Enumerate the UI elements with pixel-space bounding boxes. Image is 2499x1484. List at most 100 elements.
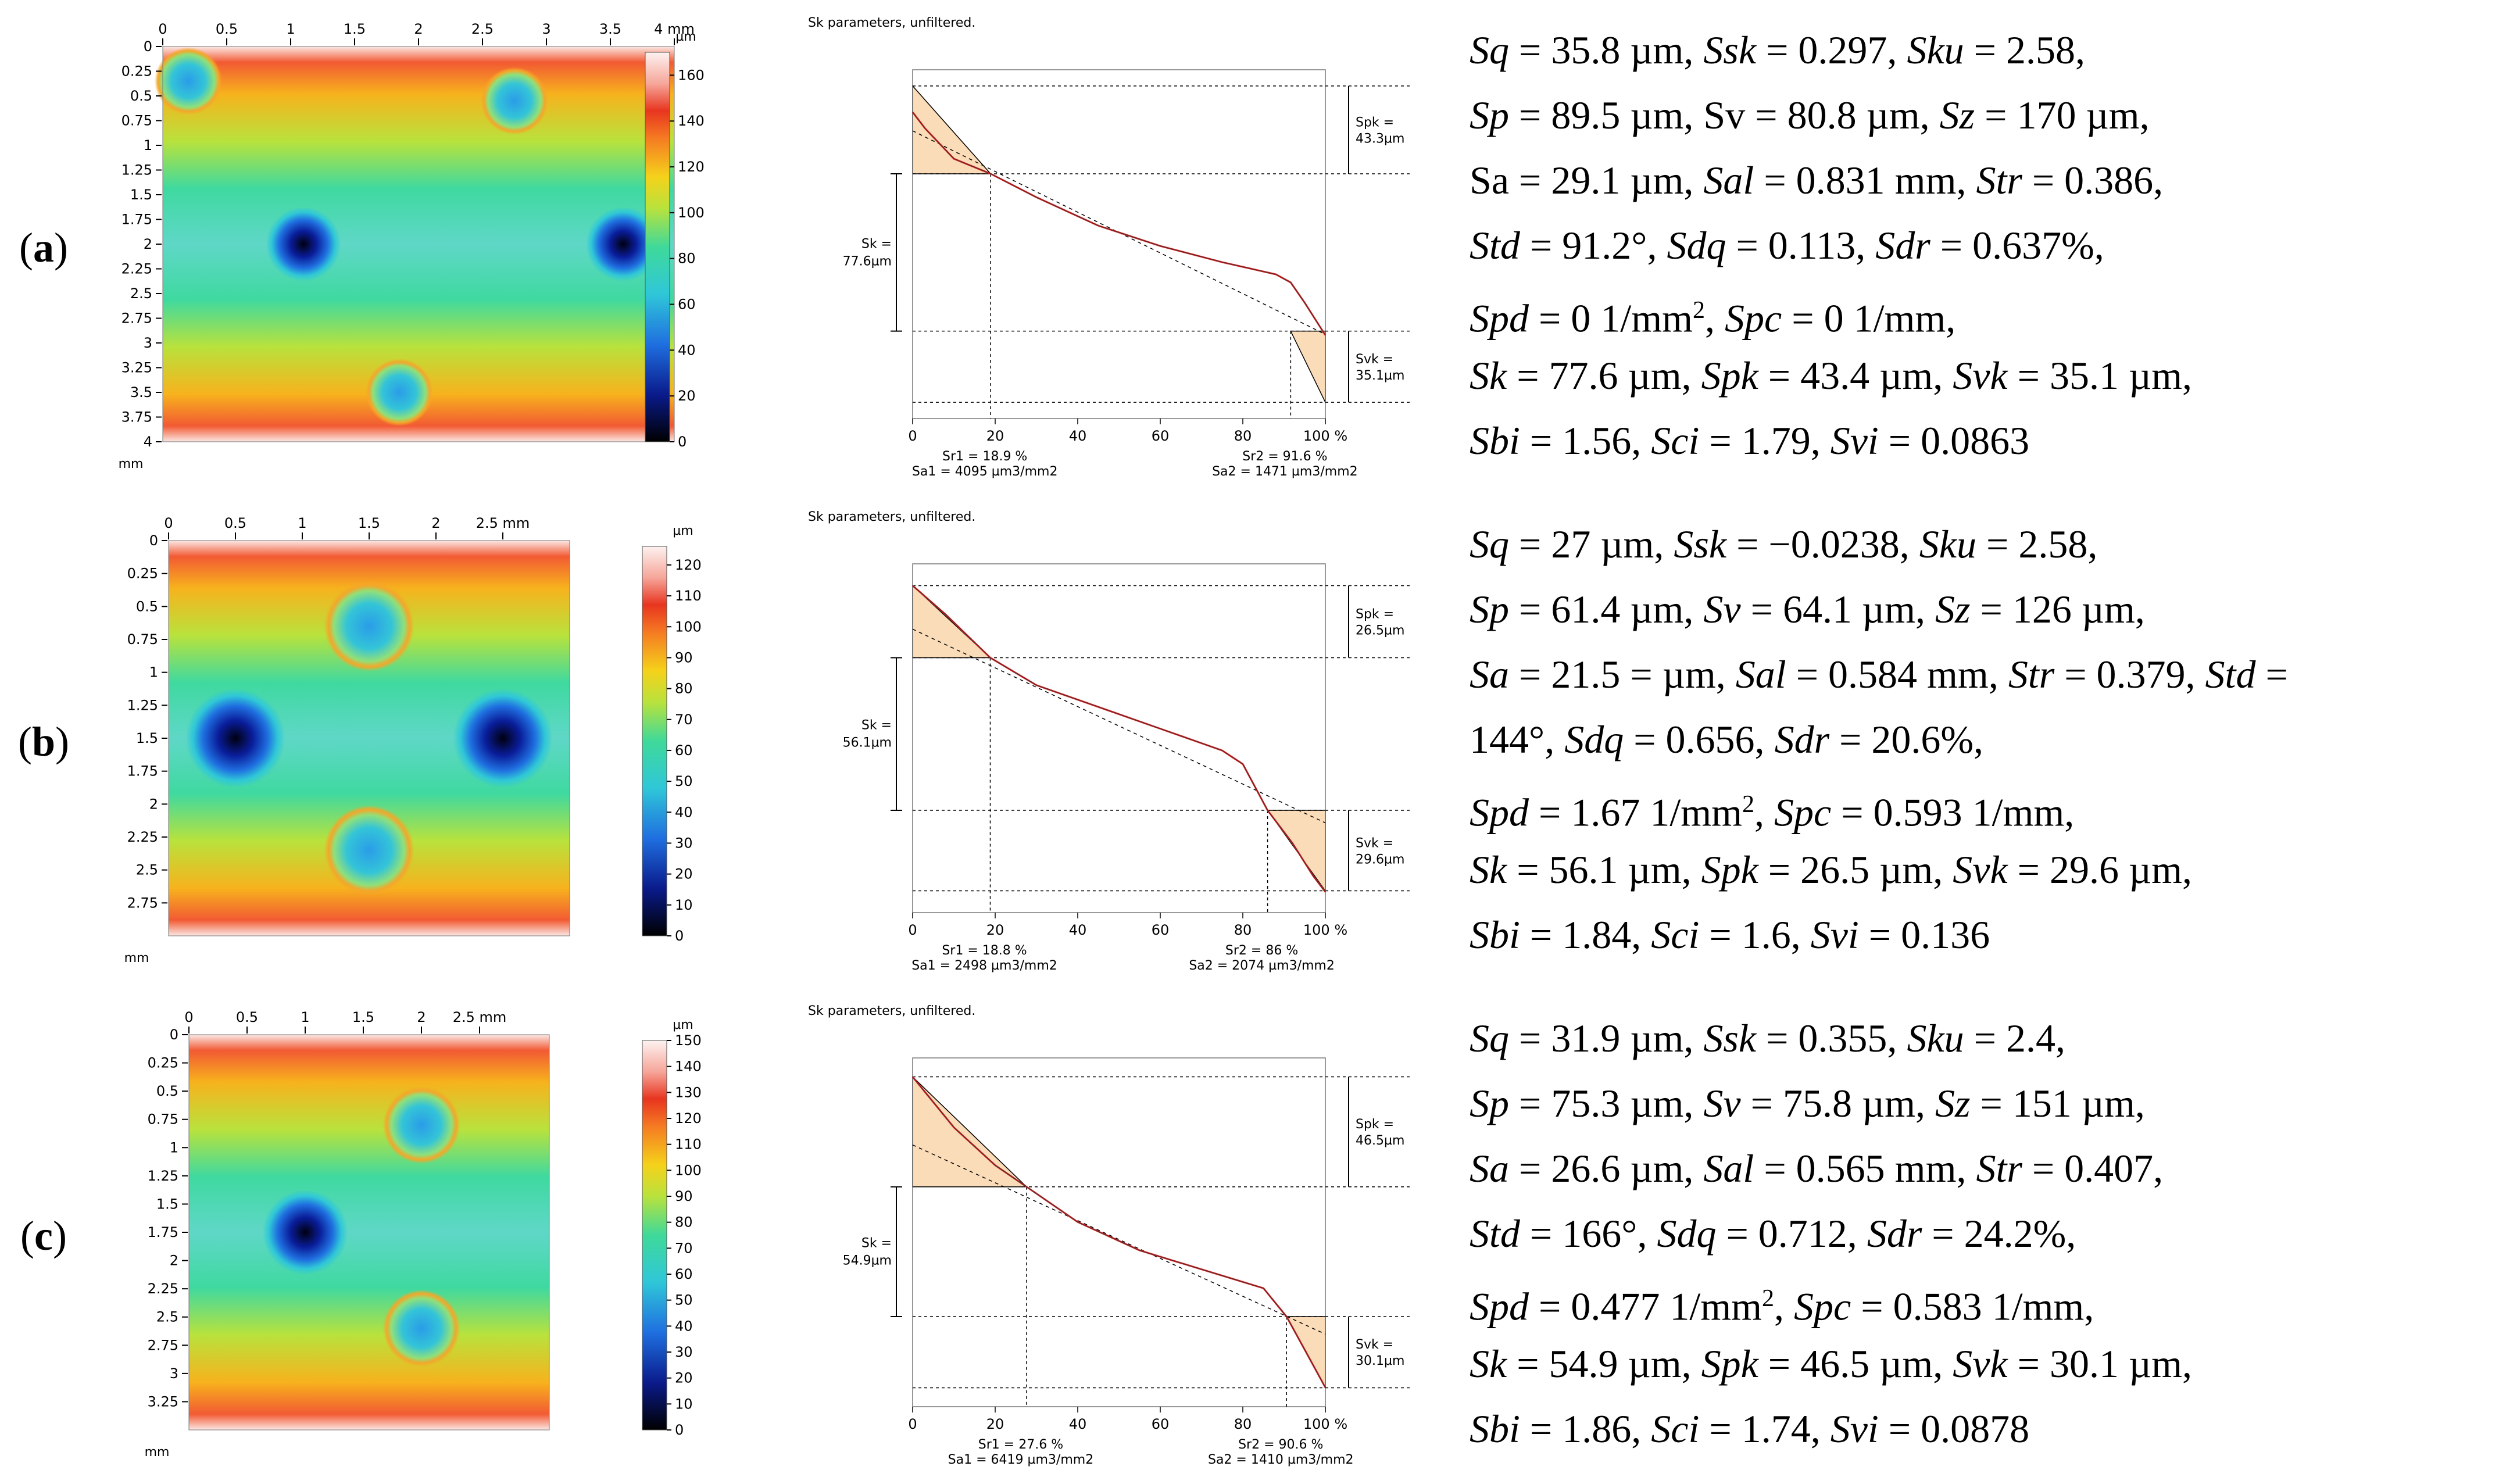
plot-frame	[912, 69, 1326, 419]
sr1-text: Sr1 = 27.6 %	[978, 1437, 1063, 1452]
spk-value: 43.3µm	[1356, 131, 1404, 146]
colorbar-tick-label: 50	[675, 1292, 693, 1308]
x-tick-label: 2.5 mm	[453, 1009, 507, 1025]
sr2-text: Sr2 = 91.6 %	[1242, 449, 1327, 464]
parameter-value: = 170 µm,	[1975, 93, 2150, 137]
parameter-symbol: Spc	[1794, 1284, 1851, 1329]
parameter-symbol: Ssk	[1703, 1016, 1757, 1060]
bearing-curve	[911, 1076, 1327, 1388]
parameter-value: = 0.583 1/mm,	[1851, 1284, 2094, 1329]
parameter-value: = 1.67 1/mm	[1529, 790, 1743, 835]
parameter-value: = 0 1/mm,	[1782, 296, 1956, 341]
parameter-value: = 35.1 µm,	[2007, 353, 2193, 398]
parameter-line: Spd = 0.477 1/mm2, Spc = 0.583 1/mm,	[1470, 1266, 2192, 1331]
y-tick-label: 2.25	[121, 261, 152, 277]
parameter-value: = 24.2%,	[1922, 1211, 2076, 1256]
colorbar-tick-label: 100	[675, 618, 702, 635]
x-tick-label: 0.5	[224, 515, 246, 531]
sa2-text: Sa2 = 2074 µm3/mm2	[1189, 959, 1335, 973]
dimple-4	[585, 206, 661, 282]
parameter-value: = 56.1 µm,	[1507, 848, 1701, 892]
parameter-value: = 0 1/mm	[1529, 296, 1693, 341]
colorbar-tick-label: 40	[675, 804, 693, 820]
x-tick-label: 1	[286, 21, 295, 37]
colorbar-tick-label: 120	[675, 557, 702, 573]
y-tick-label: 0.25	[127, 566, 158, 582]
parameter-value: = 20.6%,	[1829, 717, 1984, 761]
parameter-symbol: Sk	[1470, 353, 1507, 398]
spk-area	[912, 1075, 1028, 1188]
parameter-symbol: Svk	[1953, 353, 2008, 398]
parameter-value: = 29.6 µm,	[2007, 848, 2193, 892]
y-tick-label: 2.75	[121, 310, 152, 327]
parameters-text-c: Sq = 31.9 µm, Ssk = 0.355, Sku = 2.4, Sp …	[1470, 1006, 2192, 1461]
colorbar-tick-label: 80	[675, 1214, 693, 1231]
parameter-line: Sp = 75.3 µm, Sv = 75.8 µm, Sz = 151 µm,	[1470, 1071, 2192, 1136]
spk-label: Spk =	[1356, 115, 1394, 130]
chart-title: Sk parameters, unfiltered.	[808, 1004, 975, 1018]
x-tick-label: 20	[986, 428, 1004, 444]
plot-frame	[912, 1057, 1326, 1407]
parameter-value: = 166°,	[1520, 1211, 1657, 1256]
height-map-frame	[162, 46, 675, 442]
dimple-3	[453, 688, 553, 788]
parameter-symbol: Sq	[1470, 522, 1509, 566]
sk-label: Sk =	[861, 237, 892, 251]
parameter-symbol: Sdr	[1867, 1211, 1922, 1256]
dimple-2	[185, 688, 285, 788]
parameter-value: = 2.58,	[1976, 522, 2098, 566]
x-tick-label: 80	[1234, 428, 1252, 444]
parameter-value: = 0.637%,	[1930, 223, 2104, 267]
dimple-1	[154, 47, 223, 115]
parameter-line: Sq = 35.8 µm, Ssk = 0.297, Sku = 2.58,	[1470, 17, 2192, 83]
colorbar-unit: µm	[673, 1018, 693, 1032]
parameter-symbol: Spd	[1470, 790, 1529, 835]
parameter-value: = 0.0878	[1878, 1407, 2030, 1451]
parameter-value: 2	[1742, 791, 1755, 818]
svk-area	[1290, 330, 1326, 403]
x-tick-label: 1	[298, 515, 306, 531]
parameter-value: = 46.5 µm,	[1758, 1342, 1953, 1386]
y-tick-label: 0.5	[136, 598, 158, 614]
sa1-text: Sa1 = 4095 µm3/mm2	[912, 464, 1058, 479]
x-tick-label: 0	[908, 428, 917, 444]
y-tick-label: 1.75	[121, 212, 152, 228]
parameter-value: = 27 µm,	[1509, 522, 1674, 566]
parameter-symbol: Sal	[1703, 158, 1754, 202]
x-tick-label: 80	[1234, 1416, 1252, 1432]
parameter-line: Sa = 21.5 = µm, Sal = 0.584 mm, Str = 0.…	[1470, 642, 2288, 707]
colorbar-tick-label: 30	[675, 835, 693, 851]
parameter-value: ,	[1754, 790, 1775, 835]
colorbar-tick-label: 0	[675, 1422, 684, 1438]
colorbar-tick-label: 90	[675, 649, 693, 666]
parameter-symbol: Sku	[1907, 1016, 1964, 1060]
height-map-a: 0 0.5 1 1.5 2 2.5 3 3.5 4 mm 0 0.25 0.5 0.75 1 1.25 1.5…	[119, 21, 705, 471]
parameters-text-b: Sq = 27 µm, Ssk = −0.0238, Sku = 2.58, Sp…	[1470, 512, 2288, 967]
y-tick-label: 2	[144, 236, 152, 252]
colorbar-tick-label: 100	[675, 1162, 702, 1178]
spk-value: 46.5µm	[1356, 1133, 1404, 1148]
colorbar-tick-label: 130	[675, 1084, 702, 1100]
x-tick-label: 20	[986, 1416, 1004, 1432]
y-tick-label: 1	[144, 137, 152, 153]
sa1-text: Sa1 = 6419 µm3/mm2	[948, 1453, 1094, 1467]
dimple-1	[324, 581, 414, 671]
height-map-c: 0 0.5 1 1.5 2 2.5 mm 0 0.25 0.5 0.75 1 1.25 1.5 1.75 2…	[145, 1009, 702, 1460]
parameter-line: Spd = 0 1/mm2, Spc = 0 1/mm,	[1470, 278, 2192, 343]
parameter-value: = 151 µm,	[1970, 1081, 2145, 1125]
colorbar-tick-label: 150	[675, 1032, 702, 1049]
parameter-value: = 64.1 µm,	[1740, 587, 1936, 631]
y-tick-label: 1	[170, 1139, 178, 1156]
spk-value: 26.5µm	[1356, 623, 1404, 638]
dimple-2	[262, 1189, 348, 1275]
svk-value: 30.1µm	[1356, 1354, 1404, 1368]
parameter-value: = 0.584 mm,	[1786, 652, 2008, 696]
y-unit-label: mm	[119, 457, 144, 471]
colorbar-gradient	[642, 546, 667, 936]
colorbar-tick-label: 80	[678, 251, 696, 267]
parameters-text-a: Sq = 35.8 µm, Ssk = 0.297, Sku = 2.58, Sp…	[1470, 17, 2192, 473]
parameter-value: 2	[1693, 297, 1706, 324]
parameter-value: = 0.656,	[1624, 717, 1775, 761]
parameter-value: = 21.5 = µm,	[1509, 652, 1736, 696]
parameter-value: = 43.4 µm,	[1758, 353, 1953, 398]
